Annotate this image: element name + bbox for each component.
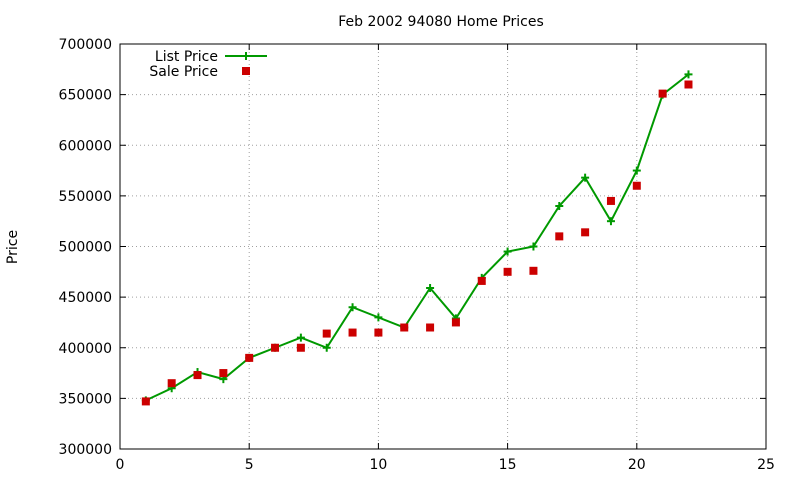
sale-price-point bbox=[451, 318, 460, 327]
list-price-point bbox=[581, 173, 590, 182]
sale-price-point bbox=[167, 379, 176, 388]
chart-title: Feb 2002 94080 Home Prices bbox=[338, 14, 544, 30]
x-tick-label: 0 bbox=[116, 457, 125, 473]
x-tick-label: 20 bbox=[628, 457, 646, 473]
x-tick-label: 5 bbox=[245, 457, 254, 473]
list-price-point bbox=[684, 70, 693, 79]
list-price-point bbox=[348, 303, 357, 312]
y-tick-label: 700000 bbox=[59, 37, 112, 53]
list-price-point bbox=[606, 217, 615, 226]
legend-marker bbox=[242, 52, 250, 60]
axes: 0 5 10 15 20 25 300000 350000 400000 450000 500000… bbox=[59, 37, 775, 473]
y-tick-label: 300000 bbox=[59, 442, 112, 458]
sale-price-point bbox=[322, 329, 331, 338]
y-axis-label: Price bbox=[5, 230, 21, 264]
grid-lines bbox=[120, 44, 766, 449]
sale-price-point bbox=[374, 328, 383, 337]
y-tick-label: 500000 bbox=[59, 240, 112, 256]
sale-price-series bbox=[141, 80, 693, 406]
list-price-point bbox=[322, 343, 331, 352]
x-tick-label: 15 bbox=[499, 457, 517, 473]
sale-price-point bbox=[658, 89, 667, 98]
sale-price-point bbox=[529, 266, 538, 275]
list-price-point bbox=[632, 166, 641, 175]
y-tick-label: 600000 bbox=[59, 138, 112, 154]
sale-price-point bbox=[219, 369, 228, 378]
y-tick-label: 400000 bbox=[59, 341, 112, 357]
sale-price-point bbox=[606, 196, 615, 205]
sale-price-point bbox=[271, 343, 280, 352]
y-tick-label: 550000 bbox=[59, 189, 112, 205]
list-price-point bbox=[426, 284, 435, 293]
sale-price-point bbox=[245, 353, 254, 362]
list-price-series bbox=[141, 70, 693, 405]
legend-label: List Price bbox=[155, 49, 218, 65]
legend-label: Sale Price bbox=[149, 64, 218, 80]
list-price-point bbox=[296, 333, 305, 342]
list-price-line bbox=[145, 73, 690, 402]
sale-price-point bbox=[141, 397, 150, 406]
list-price-point bbox=[374, 313, 383, 322]
sale-price-point bbox=[581, 228, 590, 237]
list-price-point bbox=[503, 247, 512, 256]
sale-price-point bbox=[632, 181, 641, 190]
sale-price-point bbox=[426, 323, 435, 332]
list-price-point bbox=[529, 242, 538, 251]
sale-price-point bbox=[193, 371, 202, 380]
x-tick-label: 10 bbox=[369, 457, 387, 473]
y-tick-label: 450000 bbox=[59, 290, 112, 306]
list-price-point bbox=[555, 202, 564, 210]
sale-price-point bbox=[348, 328, 357, 337]
sale-price-point bbox=[296, 343, 305, 352]
y-tick-label: 650000 bbox=[59, 88, 112, 104]
series-layer bbox=[141, 70, 693, 406]
sale-price-point bbox=[555, 232, 564, 241]
sale-price-point bbox=[503, 267, 512, 276]
legend-marker bbox=[242, 67, 250, 75]
y-tick-label: 350000 bbox=[59, 391, 112, 407]
x-tick-label: 25 bbox=[757, 457, 775, 473]
sale-price-point bbox=[477, 276, 486, 285]
sale-price-point bbox=[400, 323, 409, 332]
sale-price-point bbox=[684, 80, 693, 89]
